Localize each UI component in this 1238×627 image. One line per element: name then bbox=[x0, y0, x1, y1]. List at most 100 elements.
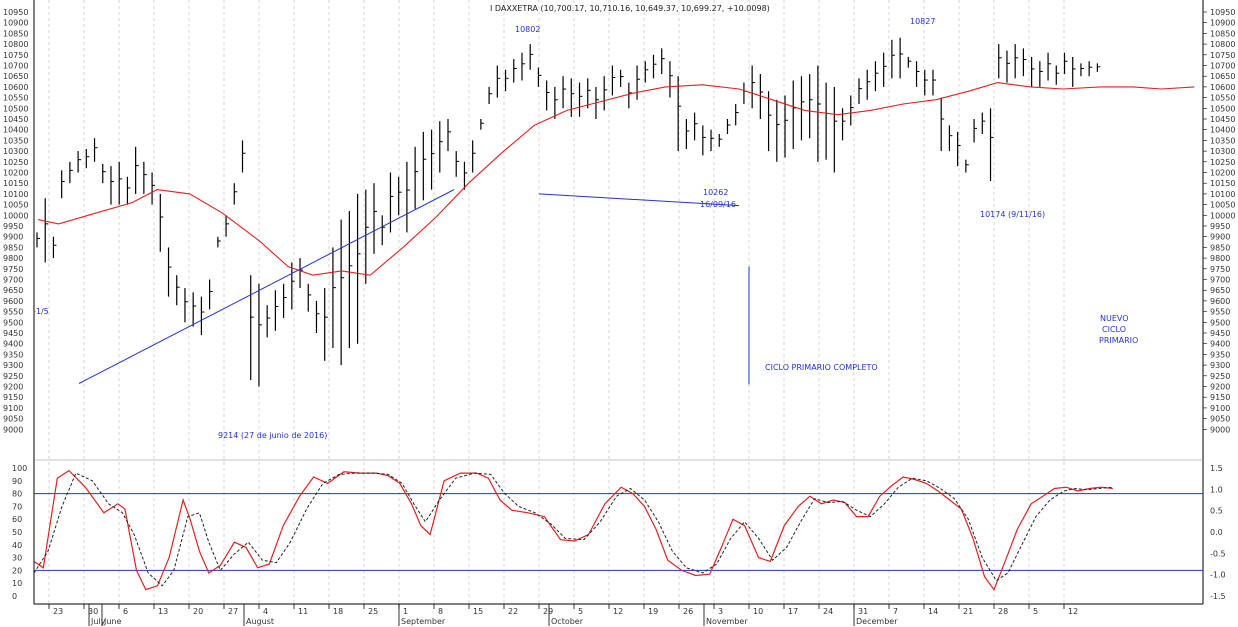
month-label: October bbox=[551, 617, 584, 626]
y-tick-label-left: 9950 bbox=[3, 222, 23, 231]
y-tick-label-right: 9250 bbox=[1210, 372, 1230, 381]
y-tick-label-left: 10300 bbox=[3, 147, 28, 156]
x-tick-label: 24 bbox=[823, 607, 833, 616]
y-tick-label-left: 10600 bbox=[3, 83, 28, 92]
axes bbox=[33, 0, 1204, 605]
y-tick-label-left: 9600 bbox=[3, 297, 23, 306]
stoch-y-tick-left: 0 bbox=[12, 592, 17, 601]
y-tick-label-right: 9850 bbox=[1210, 243, 1230, 252]
x-tick-label: 15 bbox=[473, 607, 483, 616]
x-tick-label: 17 bbox=[788, 607, 798, 616]
y-tick-label-left: 9350 bbox=[3, 350, 23, 359]
stoch-y-tick-left: 100 bbox=[12, 464, 27, 473]
y-tick-label-left: 9750 bbox=[3, 265, 23, 274]
stoch-k-line bbox=[33, 469, 1113, 591]
new-cycle-label-1: NUEVO bbox=[1100, 314, 1129, 323]
y-tick-label-left: 9900 bbox=[3, 233, 23, 242]
stoch-y-tick-right: 1.5 bbox=[1210, 464, 1223, 473]
stoch-y-tick-left: 70 bbox=[12, 502, 22, 511]
x-tick-label: 6 bbox=[123, 607, 128, 616]
y-tick-label-right: 10200 bbox=[1210, 169, 1235, 178]
month-label: November bbox=[706, 617, 748, 626]
y-tick-label-right: 10050 bbox=[1210, 201, 1235, 210]
x-tick-label: 19 bbox=[648, 607, 658, 616]
y-tick-label-right: 9700 bbox=[1210, 276, 1230, 285]
y-tick-label-right: 10350 bbox=[1210, 136, 1235, 145]
y-tick-label-left: 10500 bbox=[3, 104, 28, 113]
y-tick-label-right: 10450 bbox=[1210, 115, 1235, 124]
x-tick-label: 20 bbox=[193, 607, 203, 616]
y-tick-label-right: 10100 bbox=[1210, 190, 1235, 199]
x-tick-label: 21 bbox=[963, 607, 973, 616]
y-tick-label-left: 10400 bbox=[3, 126, 28, 135]
stoch-y-tick-right: 0.5 bbox=[1210, 507, 1223, 516]
y-tick-label-left: 10000 bbox=[3, 211, 28, 220]
y-tick-label-right: 9200 bbox=[1210, 383, 1230, 392]
x-tick-label: 27 bbox=[228, 607, 238, 616]
stoch-y-tick-left: 10 bbox=[12, 579, 22, 588]
y-tick-label-left: 9450 bbox=[3, 329, 23, 338]
stoch-y-tick-left: 30 bbox=[12, 554, 22, 563]
y-tick-label-left: 9550 bbox=[3, 308, 23, 317]
y-tick-label-right: 10650 bbox=[1210, 72, 1235, 81]
cycle-complete-label: CICLO PRIMARIO COMPLETO bbox=[765, 363, 878, 372]
y-tick-label-left: 10200 bbox=[3, 169, 28, 178]
y-tick-label-right: 9650 bbox=[1210, 286, 1230, 295]
month-label: August bbox=[246, 617, 274, 626]
y-tick-label-right: 10850 bbox=[1210, 29, 1235, 38]
y-tick-label-right: 9950 bbox=[1210, 222, 1230, 231]
x-tick-label: 8 bbox=[438, 607, 443, 616]
y-tick-label-right: 10400 bbox=[1210, 126, 1235, 135]
y-tick-label-right: 9550 bbox=[1210, 308, 1230, 317]
x-tick-label: 12 bbox=[613, 607, 623, 616]
x-tick-label: 14 bbox=[928, 607, 938, 616]
new-cycle-label-3: PRIMARIO bbox=[1099, 336, 1138, 345]
y-tick-label-right: 10600 bbox=[1210, 83, 1235, 92]
peak-label-aug: 10802 bbox=[515, 25, 540, 34]
trendlines bbox=[78, 189, 740, 384]
x-tick-label: 5 bbox=[578, 607, 583, 616]
trendline bbox=[538, 193, 740, 207]
y-tick-label-left: 10900 bbox=[3, 19, 28, 28]
x-tick-label: 31 bbox=[858, 607, 868, 616]
month-label: September bbox=[401, 617, 446, 626]
y-tick-label-right: 9400 bbox=[1210, 340, 1230, 349]
new-cycle-label-2: CICLO bbox=[1102, 325, 1126, 334]
y-tick-label-left: 10700 bbox=[3, 62, 28, 71]
stoch-y-tick-left: 80 bbox=[12, 490, 22, 499]
x-tick-label: 26 bbox=[683, 607, 693, 616]
x-tick-label: 28 bbox=[998, 607, 1008, 616]
y-tick-label-right: 9600 bbox=[1210, 297, 1230, 306]
low-label-nov: 10174 (9/11/16) bbox=[980, 210, 1045, 219]
x-tick-label: 5 bbox=[1033, 607, 1038, 616]
stoch-y-tick-right: -1.5 bbox=[1210, 592, 1226, 601]
y-tick-label-left: 10850 bbox=[3, 29, 28, 38]
y-tick-label-right: 10800 bbox=[1210, 40, 1235, 49]
stoch-y-tick-left: 50 bbox=[12, 528, 22, 537]
stoch-d-line bbox=[33, 472, 1113, 587]
low-label-sep: 10262 bbox=[703, 188, 728, 197]
y-tick-label-right: 10550 bbox=[1210, 94, 1235, 103]
moving-average-line bbox=[37, 82, 1195, 276]
y-tick-label-left: 9700 bbox=[3, 276, 23, 285]
y-tick-label-left: 10550 bbox=[3, 94, 28, 103]
x-tick-label: 30 bbox=[88, 607, 98, 616]
chart-title: I DAXXETRA (10,700.17, 10,710.16, 10,649… bbox=[490, 4, 770, 13]
y-tick-label-left: 9850 bbox=[3, 243, 23, 252]
y-tick-label-right: 9350 bbox=[1210, 350, 1230, 359]
y-tick-label-left: 9150 bbox=[3, 393, 23, 402]
stochastic-panel: 0 10 20 30 40 50 60 70 80 90 100 -1.5 -1.0 -0.5 0.0 0.5… bbox=[12, 464, 1226, 601]
trendline bbox=[78, 189, 455, 384]
x-tick-label: 7 bbox=[893, 607, 898, 616]
y-tick-label-left: 9250 bbox=[3, 372, 23, 381]
y-tick-label-left: 10800 bbox=[3, 40, 28, 49]
month-label: June bbox=[103, 617, 122, 626]
y-tick-label-left: 10950 bbox=[3, 8, 28, 17]
stoch-y-tick-left: 40 bbox=[12, 541, 22, 550]
low-label-june: 9214 (27 de junio de 2016) bbox=[218, 431, 327, 440]
y-tick-label-right: 10750 bbox=[1210, 51, 1235, 60]
y-tick-label-left: 10650 bbox=[3, 72, 28, 81]
y-tick-label-right: 10950 bbox=[1210, 8, 1235, 17]
x-tick-label: 25 bbox=[368, 607, 378, 616]
